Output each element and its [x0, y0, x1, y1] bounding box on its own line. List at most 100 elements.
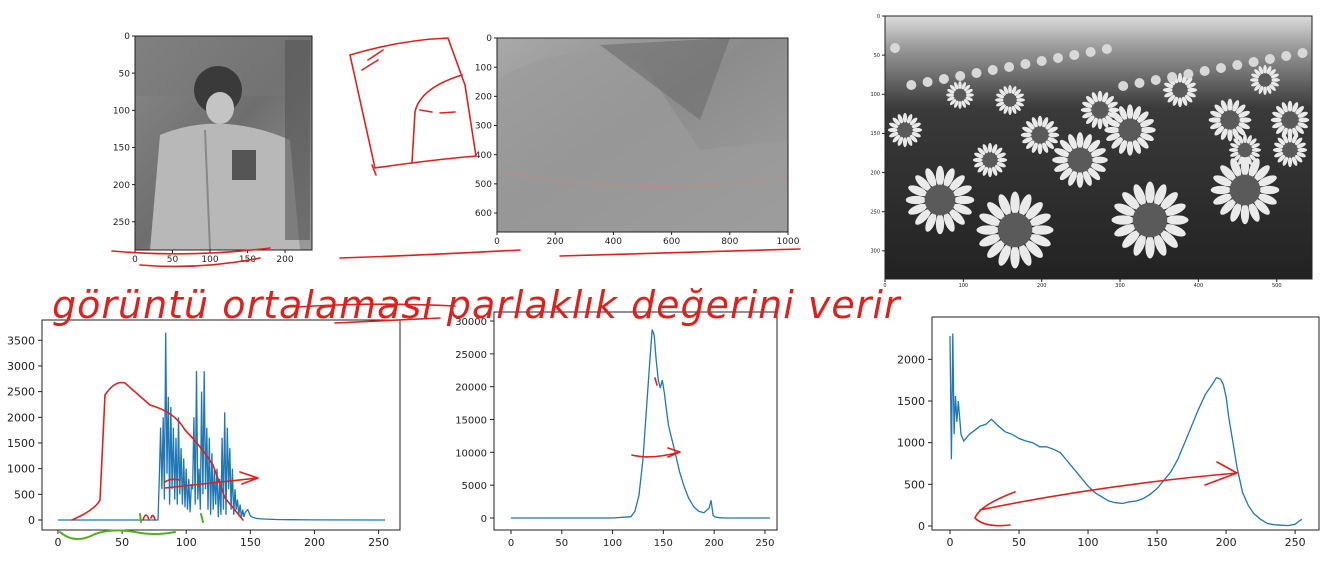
- sunflower-center: [1118, 118, 1142, 142]
- y-tick-label: 150: [113, 144, 130, 154]
- sunflower-petal: [1082, 112, 1093, 119]
- sunflower-petal: [911, 127, 923, 133]
- sunflower-petal: [1230, 202, 1242, 222]
- sunflower-petal: [1296, 151, 1306, 158]
- annotation-hist3-arrow: [974, 461, 1238, 527]
- sunflower-center: [1091, 101, 1109, 119]
- sunflower-small: [1281, 51, 1292, 61]
- sunflower-petal: [1249, 154, 1257, 162]
- sunflower-petal: [1272, 147, 1284, 153]
- sunflower-small: [938, 74, 949, 84]
- x-tick-label: 50: [167, 255, 179, 265]
- x-tick-label: 50: [555, 538, 568, 549]
- sunflower-petal: [1254, 84, 1261, 91]
- sunflower-petal: [1258, 185, 1280, 195]
- x-tick-label: 250: [1285, 536, 1306, 549]
- sunflower-petal: [1154, 234, 1167, 256]
- sunflower-petal: [915, 209, 931, 225]
- sunflower-petal: [908, 203, 928, 215]
- sunflower-petal: [1114, 203, 1136, 216]
- y-tick-label: 1000: [897, 437, 925, 450]
- sunflower-petal: [1263, 86, 1267, 95]
- sunflower-petal: [1220, 100, 1228, 113]
- sunflower-petal: [1177, 96, 1183, 108]
- x-tick-label: 50: [115, 536, 129, 549]
- sunflower-petal: [1010, 191, 1020, 215]
- sunflower-petal: [1105, 115, 1114, 124]
- sunflower-small: [1069, 50, 1080, 60]
- sunflower-petal: [1172, 96, 1179, 106]
- x-tick-label: 150: [654, 538, 673, 549]
- histogram-line: [58, 332, 386, 521]
- sunflower-petal: [1232, 100, 1240, 113]
- sunflower-petal: [1220, 127, 1228, 140]
- sunflower-small: [1004, 62, 1015, 72]
- sunflower-petal: [1080, 107, 1093, 113]
- sunflower-petal: [977, 164, 986, 173]
- sunflower-petal: [1047, 137, 1058, 144]
- sunflower-petal: [1087, 139, 1101, 153]
- sunflower-petal: [1106, 132, 1121, 142]
- sunflower-petal: [1104, 126, 1120, 134]
- sunflower-petal: [949, 84, 957, 92]
- x-tick-label: 200: [1216, 536, 1237, 549]
- sunflower-petal: [1237, 122, 1250, 130]
- y-tick-label: 0: [486, 34, 492, 44]
- sunflower-petal: [1091, 117, 1098, 128]
- sunflower-center: [1229, 174, 1261, 206]
- sunflower-petal: [1296, 147, 1308, 153]
- sunflower-center: [1132, 202, 1168, 238]
- sunflower-petal: [963, 84, 971, 92]
- x-tick-label: 600: [663, 237, 680, 247]
- sunflower-petal: [1237, 110, 1250, 118]
- sunflower-petal: [1250, 143, 1260, 149]
- y-tick-label: 0: [918, 520, 925, 533]
- sunflower-petal: [1251, 81, 1260, 87]
- sunflower-small: [1183, 69, 1194, 79]
- sunflower-petal: [897, 114, 904, 124]
- histogram-child: 0 50 100 150 200 2500500100015002000250030003…: [7, 319, 401, 549]
- x-tick-label: 100: [201, 255, 218, 265]
- sunflower-petal: [1107, 101, 1118, 108]
- sunflower-petal: [1045, 140, 1054, 149]
- sunflower-petal: [1235, 125, 1246, 136]
- sunflower-petal: [972, 157, 984, 163]
- sunflower-petal: [1154, 184, 1167, 206]
- y-tick-label: 250: [113, 218, 130, 228]
- sunflower-petal: [906, 136, 913, 146]
- sunflower-petal: [1160, 192, 1178, 210]
- sunflower-petal: [1213, 193, 1233, 205]
- sunflower-petal: [1136, 111, 1149, 124]
- sunflower-petal: [1082, 101, 1093, 108]
- sunflower-petal: [911, 122, 921, 129]
- sunflower-petal: [909, 134, 918, 143]
- sunflower-small: [1232, 60, 1243, 70]
- y-tick-label: 100: [870, 92, 880, 98]
- sunflower-petal: [961, 100, 966, 108]
- sunflower-petal: [965, 89, 973, 94]
- sunflower-petal: [897, 136, 904, 146]
- sunflower-petal: [915, 175, 931, 191]
- sunflower-petal: [995, 98, 1004, 102]
- sunflower-petal: [1054, 163, 1070, 172]
- sunflower-petal: [1164, 91, 1174, 98]
- sunflower-petal: [965, 93, 974, 97]
- histogram-landscape: 0 50 100 150 200 250 0 5000 10000 15000 20000 25000…: [455, 311, 778, 549]
- sunflower-petal: [1016, 98, 1025, 102]
- sunflower-petal: [935, 165, 945, 187]
- x-tick-label: 150: [1147, 536, 1168, 549]
- sunflower-petal: [1266, 66, 1272, 75]
- sunflower-petal: [902, 112, 908, 124]
- y-tick-label: 500: [475, 180, 492, 190]
- sunflower-petal: [943, 212, 955, 232]
- sunflower-petal: [1238, 117, 1252, 123]
- sunflower-petal: [1090, 163, 1106, 172]
- sunflower-petal: [1269, 69, 1276, 76]
- sunflower-petal: [892, 134, 901, 143]
- sunflower-petal: [1011, 105, 1017, 114]
- sunflower-petal: [1287, 132, 1293, 144]
- y-tick-label: 100: [475, 63, 492, 73]
- plot-frame: [493, 311, 778, 531]
- sunflower-petal: [1076, 132, 1084, 149]
- sunflower-petal: [974, 161, 984, 168]
